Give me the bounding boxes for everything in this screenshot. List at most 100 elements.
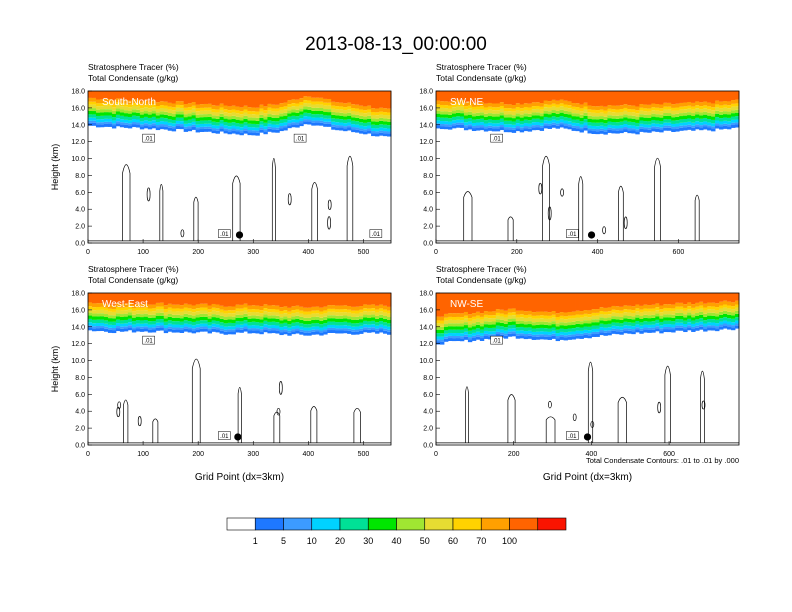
y-tick-label: 0.0: [75, 241, 85, 248]
tracer-cell: [551, 119, 557, 123]
tracer-cell: [707, 325, 712, 328]
tracer-cell: [299, 121, 304, 124]
plot-frame: [87, 292, 392, 446]
tracer-cell: [303, 103, 308, 107]
tracer-cell: [723, 117, 728, 121]
tracer-cell: [375, 118, 380, 122]
tracer-cell: [371, 133, 376, 137]
tracer-cell: [351, 306, 356, 311]
tracer-cell: [323, 310, 328, 314]
tracer-cell: [95, 319, 101, 324]
tracer-cell: [571, 336, 576, 340]
tracer-cell: [543, 293, 549, 312]
tracer-cell: [731, 315, 736, 319]
tracer-cell: [507, 331, 513, 334]
tracer-cell: [287, 330, 292, 333]
tracer-cell: [363, 320, 368, 325]
tracer-cell: [263, 110, 268, 114]
tracer-cell: [587, 320, 592, 324]
tracer-cell: [307, 119, 312, 122]
tracer-cell: [695, 91, 700, 102]
tracer-cell: [255, 328, 260, 331]
tracer-cell: [115, 114, 121, 119]
tracer-cell: [531, 312, 537, 316]
tracer-cell: [451, 104, 457, 108]
tracer-cell: [499, 322, 505, 327]
tracer-cell: [327, 324, 332, 328]
tracer-cell: [663, 329, 668, 333]
tracer-cell: [463, 115, 469, 119]
tracer-cell: [523, 336, 529, 340]
tracer-cell: [235, 304, 240, 309]
tracer-cell: [651, 107, 656, 111]
tracer-cell: [283, 306, 288, 311]
tracer-cell: [135, 109, 141, 113]
tracer-cell: [299, 118, 304, 122]
tracer-cell: [599, 122, 604, 126]
tracer-cell: [551, 110, 557, 113]
tracer-cell: [215, 118, 220, 123]
tracer-cell: [191, 108, 197, 113]
tracer-cell: [439, 339, 445, 342]
tracer-cell: [719, 301, 724, 306]
tracer-cell: [687, 121, 692, 125]
tracer-cell: [111, 321, 117, 326]
tracer-cell: [443, 91, 449, 102]
tracer-cell: [339, 322, 344, 326]
tracer-cell: [523, 113, 529, 117]
tracer-cell: [139, 126, 145, 130]
tracer-cell: [119, 317, 125, 321]
tracer-cell: [367, 318, 372, 322]
tracer-cell: [547, 117, 553, 121]
tracer-cell: [123, 124, 129, 128]
tracer-cell: [363, 329, 368, 333]
contour-label: .01: [144, 137, 153, 143]
tracer-cell: [607, 105, 612, 109]
tracer-cell: [491, 321, 497, 325]
tracer-cell: [499, 316, 505, 320]
tracer-cell: [267, 330, 272, 334]
tracer-cell: [223, 329, 228, 332]
tracer-cell: [667, 102, 672, 107]
tracer-cell: [275, 91, 280, 105]
tracer-cell: [623, 129, 628, 133]
tracer-cell: [459, 100, 465, 104]
tracer-cell: [551, 293, 557, 312]
tracer-cell: [247, 91, 252, 108]
tracer-cell: [559, 336, 564, 340]
tracer-cell: [675, 128, 680, 132]
tracer-cell: [503, 91, 509, 105]
contour-label-box: [490, 133, 503, 143]
tracer-cell: [451, 123, 457, 126]
tracer-cell: [379, 124, 384, 128]
tracer-cell: [139, 323, 145, 327]
tracer-cell: [107, 311, 113, 316]
tracer-cell: [707, 102, 712, 107]
tracer-cell: [283, 329, 288, 332]
tracer-cell: [99, 306, 105, 310]
tracer-cell: [195, 121, 201, 125]
tracer-cell: [115, 105, 121, 109]
tracer-cell: [663, 122, 668, 126]
tracer-cell: [379, 314, 384, 318]
contour-line: [193, 196, 199, 241]
contour-line: [327, 199, 332, 211]
tracer-cell: [583, 112, 588, 116]
tracer-cell: [195, 317, 201, 321]
tracer-cell: [511, 121, 517, 125]
tracer-cell: [363, 327, 368, 330]
tracer-cell: [191, 102, 197, 106]
tracer-cell: [531, 331, 537, 335]
tracer-cell: [171, 116, 177, 120]
tracer-cell: [643, 127, 648, 130]
tracer-cell: [347, 325, 352, 329]
tracer-cell: [499, 319, 505, 323]
tracer-cell: [571, 311, 576, 316]
tracer-cell: [675, 322, 680, 326]
tracer-cell: [551, 335, 557, 339]
tracer-cell: [295, 318, 300, 323]
tracer-cell: [575, 123, 580, 127]
tracer-cell: [111, 125, 117, 129]
tracer-cell: [319, 311, 324, 315]
tracer-cell: [295, 103, 300, 107]
